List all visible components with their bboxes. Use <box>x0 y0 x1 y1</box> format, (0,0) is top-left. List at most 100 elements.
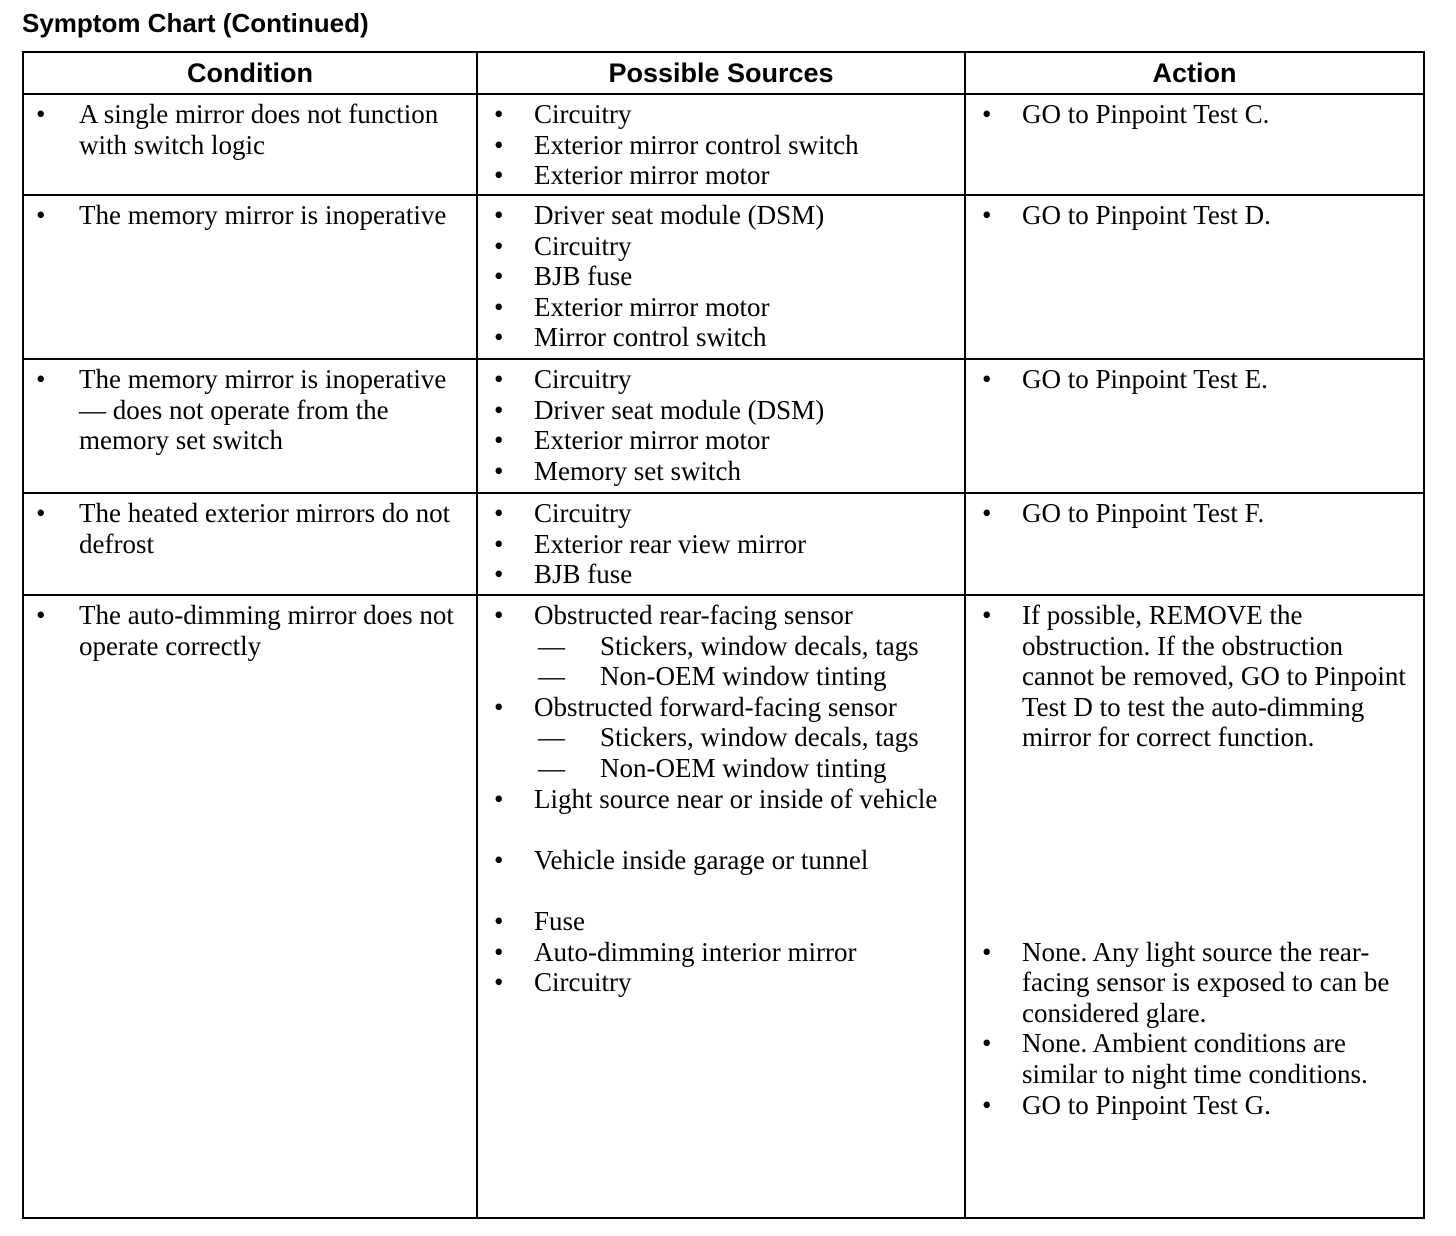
item-text: Mirror control switch <box>534 322 767 353</box>
table-row: • The heated exterior mirrors do not defr… <box>22 492 1425 596</box>
item-text: Circuitry <box>534 967 632 998</box>
table-row: • A single mirror does not function with … <box>22 93 1425 196</box>
bullet-icon: • <box>494 261 504 292</box>
bullet-icon: • <box>494 783 504 814</box>
bullet-icon: • <box>36 200 46 230</box>
list-item: • GO to Pinpoint Test C. <box>966 99 1413 130</box>
list-item: • If possible, REMOVE the obstruction. If… <box>966 600 1413 753</box>
item-text: Circuitry <box>534 230 632 261</box>
item-text: Stickers, window decals, tags <box>600 722 919 753</box>
item-text: Exterior mirror motor <box>534 291 770 322</box>
list-item: • GO to Pinpoint Test G. <box>966 1090 1413 1121</box>
bullet-icon: • <box>494 936 504 967</box>
list-item: • None. Ambient conditions are similar to… <box>966 1028 1413 1089</box>
bullet-icon: • <box>494 967 504 998</box>
bullet-icon: • <box>494 364 504 394</box>
item-text: GO to Pinpoint Test D. <box>1022 200 1271 230</box>
action-cell: • GO to Pinpoint Test D. <box>964 194 1425 360</box>
item-text: Memory set switch <box>534 455 741 486</box>
bullet-icon: • <box>494 559 504 590</box>
header-condition: Condition <box>22 51 478 95</box>
list-item: • Exterior mirror motor <box>478 160 964 191</box>
list-item: • Obstructed forward-facing sensor — Sticke… <box>478 692 964 784</box>
sources-cell: • Driver seat module (DSM) • Circuitry • BJB … <box>476 194 966 360</box>
item-text: Circuitry <box>534 498 632 528</box>
action-cell: • GO to Pinpoint Test E. <box>964 358 1425 494</box>
action-cell: • If possible, REMOVE the obstruction. If… <box>964 594 1425 1219</box>
bullet-icon: • <box>982 99 992 129</box>
list-item: • BJB fuse <box>478 559 964 590</box>
list-item: • Exterior mirror motor <box>478 292 964 323</box>
sub-list-item: — Non-OEM window tinting <box>534 753 964 784</box>
bullet-icon: • <box>494 129 504 160</box>
list-item: • Auto-dimming interior mirror <box>478 937 964 968</box>
bullet-icon: • <box>494 691 504 722</box>
bullet-icon: • <box>982 364 992 394</box>
condition-cell: • The memory mirror is inoperative — does… <box>22 358 478 494</box>
bullet-icon: • <box>982 936 992 967</box>
bullet-icon: • <box>36 600 46 630</box>
item-text: A single mirror does not function with s… <box>79 99 439 160</box>
list-item: • Driver seat module (DSM) <box>478 395 964 426</box>
item-text: The memory mirror is inoperative <box>79 200 447 230</box>
item-text: Exterior mirror motor <box>534 160 770 191</box>
header-action: Action <box>964 51 1425 95</box>
sub-list-item: — Non-OEM window tinting <box>534 661 964 692</box>
bullet-icon: • <box>36 498 46 528</box>
bullet-icon: • <box>36 364 46 394</box>
item-text: The heated exterior mirrors do not defro… <box>79 498 451 559</box>
item-text: GO to Pinpoint Test F. <box>1022 498 1265 528</box>
item-text: Driver seat module (DSM) <box>534 394 825 425</box>
item-text: The auto-dimming mirror does not operate… <box>79 600 454 661</box>
item-text: The memory mirror is inoperative — does … <box>79 364 447 456</box>
list-item: • The memory mirror is inoperative <box>24 200 466 231</box>
item-text: Light source near or inside of vehicle <box>534 783 938 814</box>
list-item: • Mirror control switch <box>478 322 964 353</box>
bullet-icon: • <box>494 528 504 559</box>
bullet-icon: • <box>494 425 504 456</box>
item-text: Fuse <box>534 905 586 936</box>
list-item: • The auto-dimming mirror does not operat… <box>24 600 466 661</box>
list-item: • GO to Pinpoint Test F. <box>966 498 1413 529</box>
list-item: • Exterior mirror control switch <box>478 130 964 161</box>
list-item: • Circuitry <box>478 231 964 262</box>
list-item: • Exterior mirror motor <box>478 425 964 456</box>
action-cell: • GO to Pinpoint Test F. <box>964 492 1425 596</box>
item-text: GO to Pinpoint Test G. <box>1022 1089 1271 1120</box>
bullet-icon: • <box>494 99 504 129</box>
item-text: Non-OEM window tinting <box>600 661 887 692</box>
sources-cell: • Obstructed rear-facing sensor — Stickers,… <box>476 594 966 1219</box>
item-text: Circuitry <box>534 99 632 129</box>
item-text: Non-OEM window tinting <box>600 752 887 783</box>
list-item: • Circuitry <box>478 364 964 395</box>
item-text: Exterior rear view mirror <box>534 528 807 559</box>
bullet-icon: • <box>494 291 504 322</box>
dash-icon: — <box>538 752 565 783</box>
bullet-icon: • <box>494 498 504 528</box>
item-text: Driver seat module (DSM) <box>534 200 825 230</box>
list-item: • Exterior rear view mirror <box>478 529 964 560</box>
list-item: • Driver seat module (DSM) <box>478 200 964 231</box>
list-item: • Light source near or inside of vehicle <box>478 784 964 815</box>
header-row: Condition Possible Sources Action <box>22 51 1425 95</box>
dash-icon: — <box>538 661 565 692</box>
bullet-icon: • <box>36 99 46 129</box>
list-item: • The memory mirror is inoperative — does… <box>24 364 466 456</box>
bullet-icon: • <box>982 1089 992 1120</box>
symptom-chart-table: Condition Possible Sources Action • A sin… <box>22 51 1425 1219</box>
list-item: • Obstructed rear-facing sensor — Stickers,… <box>478 600 964 692</box>
bullet-icon: • <box>494 600 504 630</box>
action-cell: • GO to Pinpoint Test C. <box>964 93 1425 196</box>
condition-cell: • The memory mirror is inoperative <box>22 194 478 360</box>
bullet-icon: • <box>494 230 504 261</box>
bullet-icon: • <box>494 394 504 425</box>
item-text: None. Any light source the rear-facing s… <box>1022 936 1390 1028</box>
bullet-icon: • <box>982 1028 992 1059</box>
item-text: If possible, REMOVE the obstruction. If … <box>1022 600 1406 753</box>
item-text: None. Ambient conditions are similar to … <box>1022 1028 1368 1089</box>
item-text: BJB fuse <box>534 559 633 590</box>
sources-cell: • Circuitry • Driver seat module (DSM) • Exte… <box>476 358 966 494</box>
item-text: Obstructed rear-facing sensor <box>534 600 853 630</box>
item-text: Auto-dimming interior mirror <box>534 936 857 967</box>
list-item: • Memory set switch <box>478 456 964 487</box>
